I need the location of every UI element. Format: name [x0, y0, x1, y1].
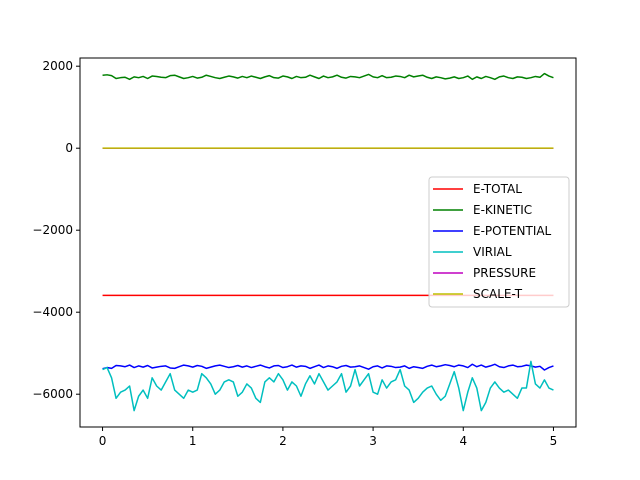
x-axis: 0 1 2 3 4 5 [99, 427, 558, 448]
y-tick-label: −2000 [32, 223, 73, 237]
x-tick-label: 1 [189, 434, 197, 448]
x-tick-label: 3 [369, 434, 377, 448]
legend-label-scale-t: SCALE-T [473, 287, 523, 301]
legend-box [428, 176, 570, 308]
series-line-virial [102, 360, 554, 412]
legend-label-e-potential: E-POTENTIAL [473, 224, 552, 238]
x-tick-label: 4 [459, 434, 467, 448]
legend-items: E-TOTAL E-KINETIC E-POTENTIAL VIRIAL PRESSUR… [433, 182, 552, 301]
legend-label-e-kinetic: E-KINETIC [473, 203, 532, 217]
x-tick-label: 2 [279, 434, 287, 448]
y-tick-label: 2000 [42, 59, 73, 73]
y-tick-label: −4000 [32, 305, 73, 319]
y-tick-label: 0 [65, 141, 73, 155]
series-line-e-kinetic [102, 72, 554, 81]
legend-label-pressure: PRESSURE [473, 266, 536, 280]
legend-label-virial: VIRIAL [473, 245, 512, 259]
legend: E-TOTAL E-KINETIC E-POTENTIAL VIRIAL PRESSUR… [428, 176, 570, 308]
y-tick-label: −6000 [32, 387, 73, 401]
x-tick-label: 5 [550, 434, 558, 448]
y-axis: −6000 −4000 −2000 0 2000 [32, 59, 80, 401]
series-line-e-potential [102, 363, 554, 371]
legend-label-e-total: E-TOTAL [473, 182, 522, 196]
plot-frame [79, 57, 577, 428]
series-layer [102, 72, 554, 412]
x-tick-label: 0 [99, 434, 107, 448]
